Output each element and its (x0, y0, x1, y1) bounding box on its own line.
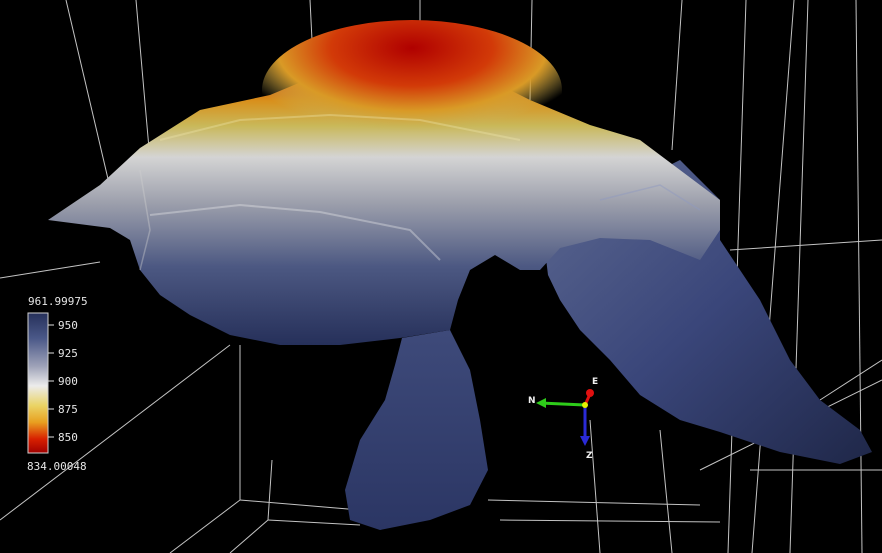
colorbar-max-label: 961.99975 (28, 295, 88, 308)
terrain-surface (48, 20, 872, 530)
north-axis-label: N (528, 396, 536, 406)
colorbar-min-label: 834.00048 (27, 460, 87, 473)
z-arrow-icon (580, 436, 590, 446)
north-axis-line (539, 401, 586, 407)
colorbar-tick: 950 (58, 319, 78, 332)
east-arrow-icon (586, 389, 594, 397)
orientation-widget[interactable] (536, 389, 594, 446)
terrain-left-lobe (345, 330, 488, 530)
north-arrow-icon (536, 398, 546, 408)
terrain-peak (262, 20, 562, 160)
z-axis-label: Z (586, 451, 593, 461)
colorbar-tick: 900 (58, 375, 78, 388)
colorbar-tick: 925 (58, 347, 78, 360)
colorbar-tick: 875 (58, 403, 78, 416)
color-legend (27, 312, 54, 454)
color-legend-bar (27, 312, 49, 454)
origin-marker-icon (582, 402, 588, 408)
east-axis-label: E (592, 377, 599, 387)
colorbar-tick: 850 (58, 431, 78, 444)
